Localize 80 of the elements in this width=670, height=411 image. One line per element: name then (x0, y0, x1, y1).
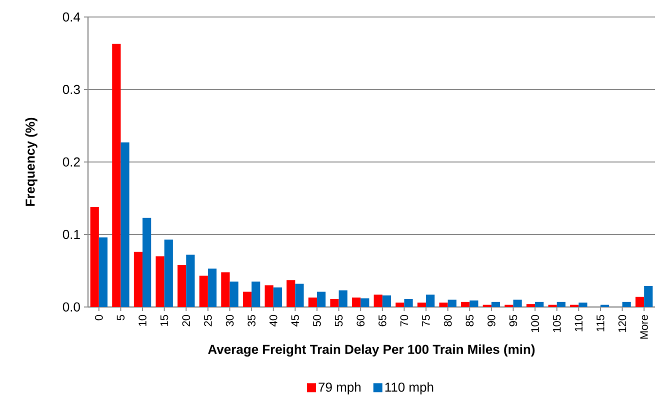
bar (338, 290, 348, 307)
x-tick-label: 25 (204, 314, 212, 326)
x-tick-label: 65 (378, 314, 386, 326)
bar (98, 237, 108, 307)
y-tick-label: 0.2 (62, 157, 80, 167)
bar (470, 300, 478, 307)
x-tick-label: 0 (95, 314, 103, 320)
x-tick-label: 50 (313, 314, 321, 326)
bar (635, 296, 644, 307)
bar (134, 252, 143, 307)
legend-label: 79 mph (318, 382, 360, 394)
x-tick-label: 30 (226, 314, 234, 326)
x-tick-label: More (640, 315, 648, 339)
x-tick-label: 35 (248, 314, 256, 326)
bar (439, 302, 448, 307)
bar (142, 218, 152, 307)
bar (461, 302, 470, 307)
legend-label: 110 mph (385, 382, 434, 394)
bar (382, 295, 392, 307)
x-tick-label: 75 (422, 314, 430, 326)
bar (622, 302, 631, 307)
bar (186, 254, 195, 307)
x-tick-label: 60 (356, 314, 364, 326)
x-tick-label: 90 (488, 314, 496, 326)
bar (264, 285, 274, 307)
bar (526, 304, 536, 307)
x-tick-label: 5 (116, 314, 125, 320)
x-tick-label: 55 (334, 314, 343, 326)
bar (120, 142, 130, 307)
y-tick-label: 0.1 (62, 230, 80, 240)
y-tick-label: 0.4 (62, 12, 80, 22)
x-tick-label: 105 (552, 314, 561, 332)
bar (426, 294, 435, 307)
bar (156, 256, 164, 307)
bar (164, 240, 173, 307)
bar (448, 300, 456, 307)
bar (360, 298, 370, 307)
bar (199, 276, 208, 307)
x-tick-label: 85 (466, 314, 474, 326)
bar (295, 284, 304, 307)
y-axis-title: Frequency (%) (25, 118, 38, 206)
bar (242, 292, 252, 307)
bar (273, 287, 282, 307)
bar (252, 282, 260, 307)
bar (374, 294, 382, 307)
bar (556, 302, 566, 307)
bar (286, 280, 296, 307)
x-tick-label: 20 (182, 314, 190, 326)
bar (112, 44, 121, 307)
y-tick-label: 0.0 (62, 302, 80, 312)
x-tick-label: 80 (444, 314, 452, 326)
bar (513, 300, 522, 307)
bar (417, 302, 426, 307)
x-tick-label: 45 (291, 314, 300, 327)
bar (491, 302, 500, 307)
x-tick-label: 110 (574, 314, 583, 332)
bar (404, 299, 413, 307)
bar (330, 299, 339, 307)
bar (230, 282, 238, 307)
bar (221, 272, 230, 307)
x-axis-title: Average Freight Train Delay Per 100 Train Miles (min) (208, 344, 535, 357)
bar (308, 298, 317, 307)
x-tick-label: 70 (400, 314, 408, 326)
x-tick-label: 100 (531, 314, 539, 332)
bar (535, 302, 544, 307)
bar (396, 302, 404, 307)
bar (90, 206, 99, 307)
x-tick-label: 115 (596, 314, 604, 332)
bar (208, 268, 217, 307)
x-tick-label: 40 (269, 314, 278, 327)
bar (578, 302, 588, 307)
bar (316, 292, 326, 307)
bar (352, 298, 361, 307)
x-tick-label: 120 (618, 314, 626, 332)
y-tick-label: 0.3 (62, 84, 80, 94)
x-tick-label: 10 (138, 314, 146, 326)
x-tick-label: 95 (509, 314, 518, 326)
x-tick-label: 15 (160, 314, 168, 326)
bar (178, 264, 186, 307)
bar (644, 286, 653, 307)
